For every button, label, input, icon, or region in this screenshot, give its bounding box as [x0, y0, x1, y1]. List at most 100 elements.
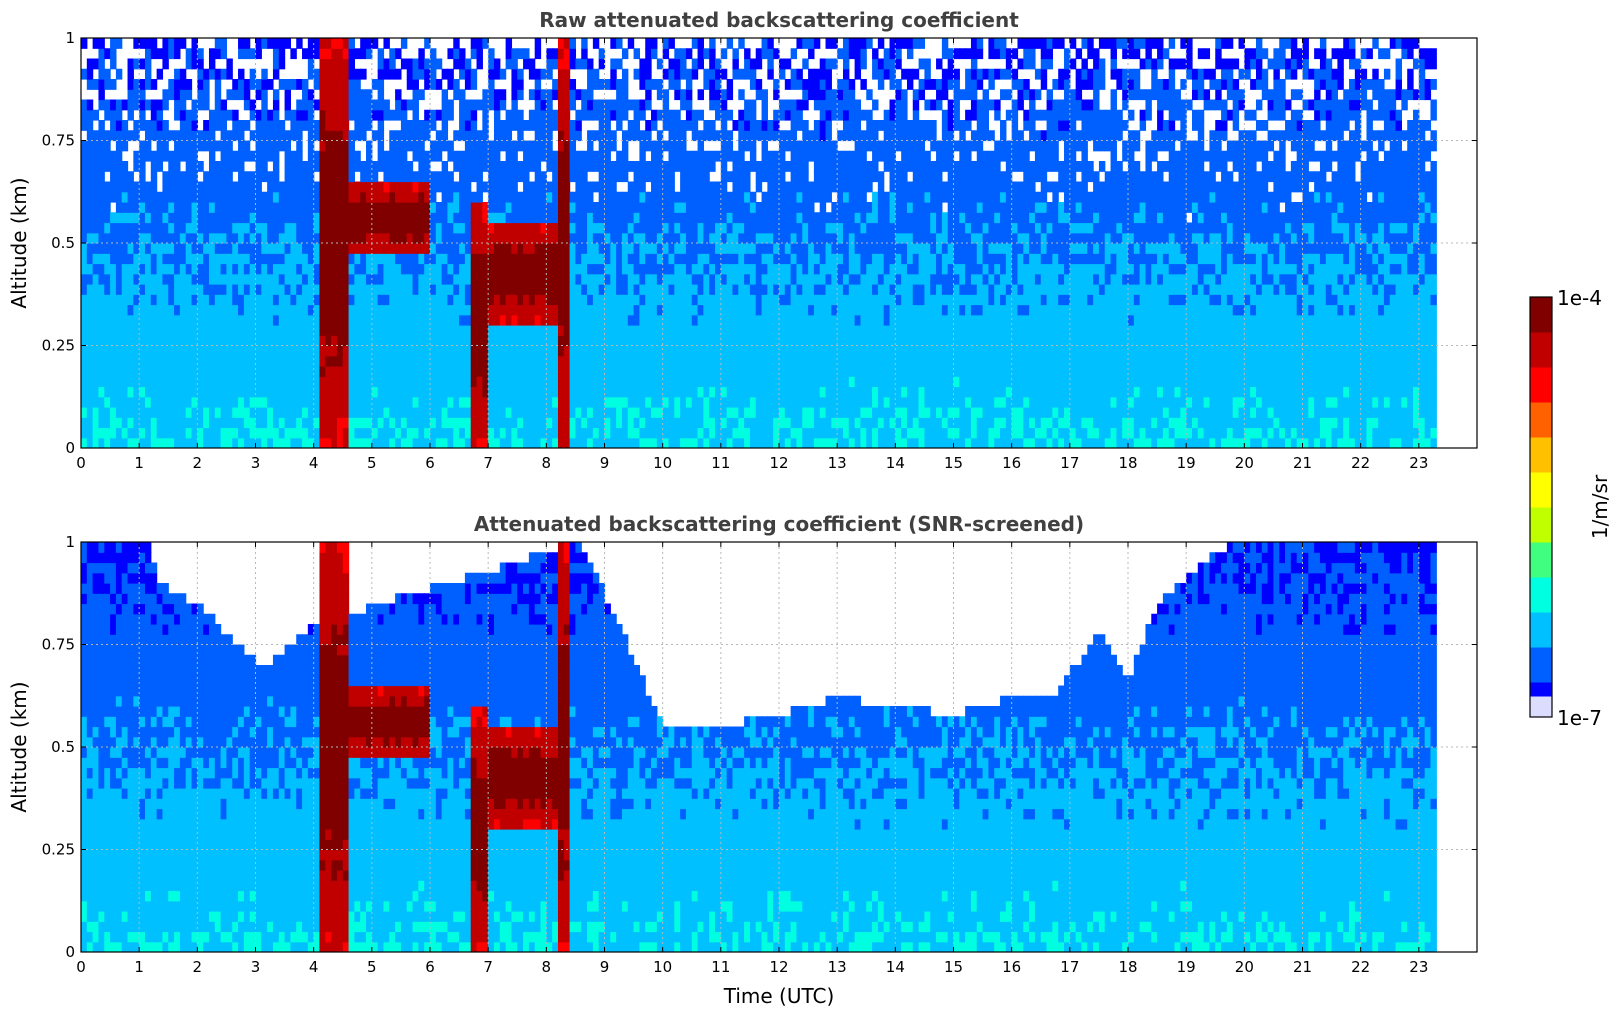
- heatmap-cell: [459, 273, 466, 285]
- heatmap-cell: [325, 427, 332, 439]
- heatmap-cell: [860, 294, 867, 306]
- heatmap-cell: [459, 284, 466, 295]
- heatmap-cell: [761, 345, 768, 357]
- heatmap-cell: [598, 417, 606, 429]
- heatmap-cell: [755, 345, 763, 357]
- heatmap-cell: [261, 161, 268, 172]
- heatmap-cell: [406, 345, 414, 357]
- heatmap-cell: [656, 437, 664, 448]
- heatmap-cell: [674, 376, 681, 388]
- heatmap-cell: [412, 140, 419, 152]
- heatmap-cell: [313, 181, 321, 193]
- heatmap-cell: [598, 109, 606, 121]
- heatmap-cell: [325, 407, 332, 418]
- heatmap-cell: [715, 68, 722, 80]
- heatmap-cell: [115, 376, 123, 388]
- heatmap-cell: [476, 243, 483, 254]
- heatmap-cell: [633, 366, 640, 377]
- heatmap-cell: [837, 273, 844, 285]
- heatmap-cell: [540, 417, 547, 429]
- heatmap-cell: [325, 109, 332, 121]
- heatmap-cell: [418, 202, 425, 213]
- heatmap-cell: [226, 130, 233, 142]
- heatmap-cell: [883, 232, 891, 244]
- heatmap-cell: [866, 355, 873, 367]
- heatmap-cell: [302, 161, 309, 172]
- heatmap-cell: [261, 273, 268, 285]
- heatmap-cell: [848, 345, 856, 357]
- heatmap-cell: [703, 253, 710, 265]
- heatmap-cell: [732, 68, 739, 80]
- heatmap-cell: [98, 243, 105, 254]
- heatmap-cell: [243, 396, 251, 408]
- heatmap-cell: [133, 130, 140, 142]
- heatmap-cell: [715, 99, 722, 111]
- heatmap-cell: [616, 58, 623, 70]
- heatmap-cell: [493, 243, 501, 254]
- heatmap-cell: [738, 345, 745, 357]
- heatmap-cell: [185, 437, 193, 448]
- heatmap-cell: [866, 130, 873, 142]
- heatmap-cell: [389, 294, 396, 306]
- heatmap-cell: [557, 212, 565, 224]
- heatmap-cell: [581, 396, 588, 408]
- heatmap-cell: [81, 222, 88, 234]
- heatmap-cell: [168, 212, 175, 224]
- heatmap-cell: [732, 232, 739, 244]
- heatmap-cell: [674, 68, 681, 80]
- heatmap-cell: [616, 273, 623, 285]
- heatmap-cell: [563, 161, 571, 172]
- heatmap-cell: [511, 263, 518, 275]
- heatmap-cell: [383, 427, 390, 439]
- heatmap-cell: [366, 273, 373, 285]
- heatmap-cell: [726, 171, 734, 183]
- heatmap-cell: [854, 314, 862, 326]
- heatmap-cell: [575, 222, 582, 234]
- heatmap-cell: [348, 407, 355, 418]
- heatmap-cell: [592, 212, 600, 224]
- heatmap-cell: [336, 130, 344, 142]
- heatmap-cell: [639, 222, 646, 234]
- heatmap-cell: [81, 335, 88, 347]
- heatmap-cell: [400, 99, 408, 111]
- heatmap-cell: [127, 427, 134, 439]
- heatmap-cell: [656, 345, 664, 357]
- heatmap-cell: [366, 396, 373, 408]
- heatmap-cell: [331, 314, 338, 326]
- heatmap-cell: [534, 345, 542, 357]
- heatmap-cell: [243, 407, 251, 418]
- heatmap-cell: [552, 437, 559, 448]
- heatmap-cell: [691, 181, 699, 193]
- heatmap-cell: [569, 386, 577, 398]
- heatmap-cell: [581, 376, 588, 388]
- heatmap-cell: [464, 335, 472, 347]
- heatmap-cell: [767, 345, 774, 357]
- heatmap-cell: [575, 243, 582, 254]
- heatmap-cell: [400, 345, 408, 357]
- heatmap-cell: [528, 335, 536, 347]
- heatmap-cell: [395, 243, 402, 254]
- heatmap-cell: [296, 212, 303, 224]
- heatmap-cell: [790, 181, 798, 193]
- heatmap-cell: [81, 427, 88, 439]
- heatmap-cell: [790, 396, 798, 408]
- heatmap-cell: [860, 58, 867, 70]
- heatmap-cell: [755, 273, 763, 285]
- heatmap-cell: [546, 191, 553, 203]
- heatmap-cell: [476, 366, 483, 377]
- heatmap-cell: [220, 345, 228, 357]
- heatmap-cell: [528, 109, 536, 121]
- heatmap-cell: [790, 212, 798, 224]
- heatmap-cell: [348, 263, 355, 275]
- heatmap-cell: [761, 48, 768, 60]
- heatmap-cell: [406, 232, 414, 244]
- heatmap-cell: [331, 304, 338, 316]
- heatmap-cell: [127, 284, 134, 295]
- heatmap-cell: [808, 181, 815, 193]
- heatmap-cell: [767, 396, 774, 408]
- heatmap-cell: [563, 89, 571, 101]
- heatmap-cell: [726, 396, 734, 408]
- heatmap-cell: [284, 437, 291, 448]
- heatmap-cell: [883, 376, 891, 388]
- heatmap-cell: [499, 202, 507, 213]
